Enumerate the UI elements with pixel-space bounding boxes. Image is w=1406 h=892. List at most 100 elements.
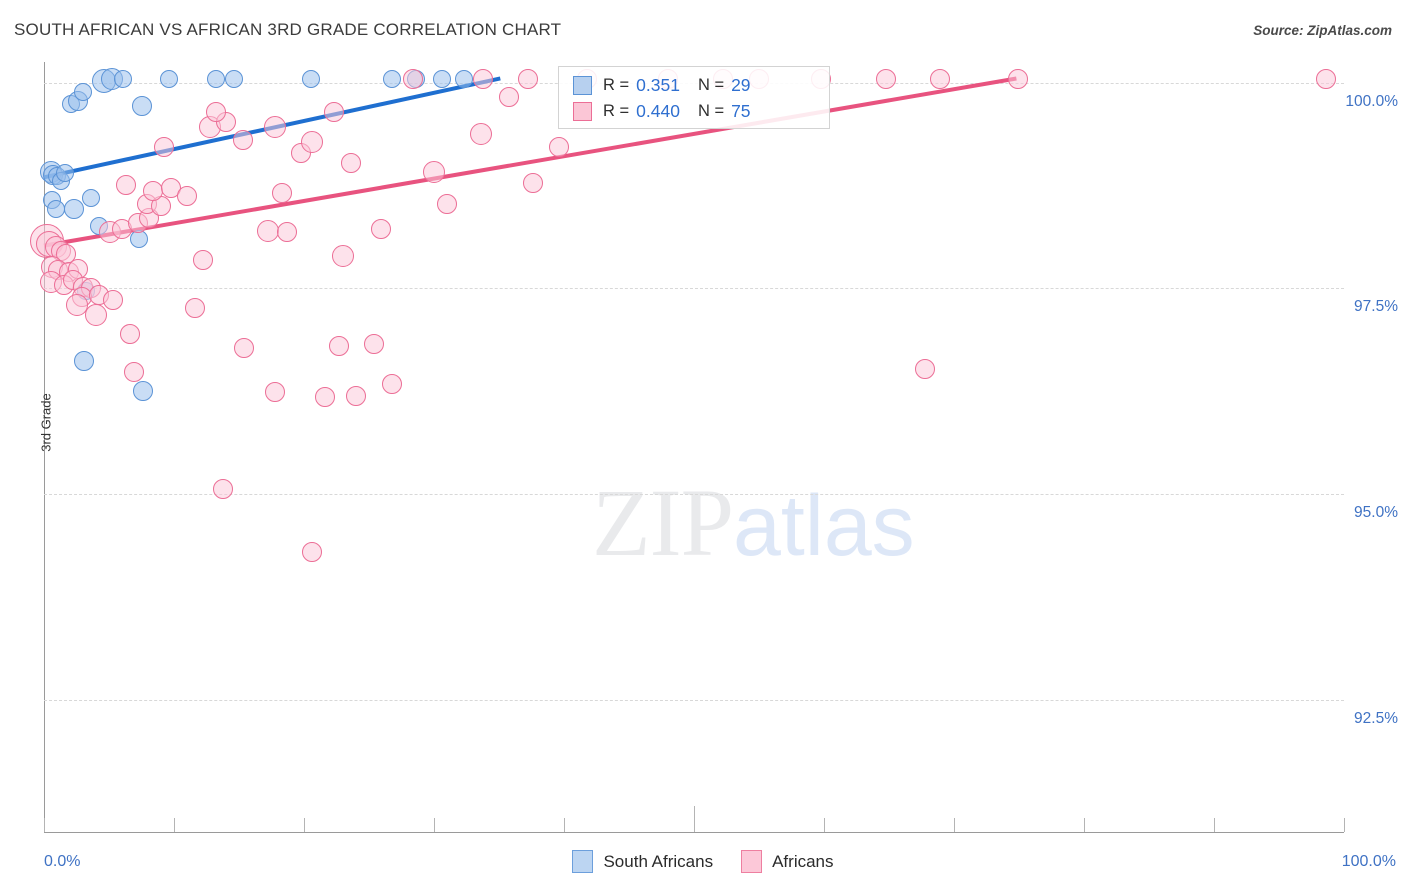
data-point [314,387,335,408]
data-point [224,70,243,89]
data-point [499,87,520,108]
y-axis-label: 92.5% [1354,710,1398,728]
gridline [44,494,1344,496]
data-point [102,290,123,310]
data-point [432,70,451,89]
data-point [454,70,473,89]
legend-swatch-south-africans-icon [572,850,594,873]
x-axis-tick [1214,818,1215,832]
data-point [55,164,74,183]
series-legend: South Africans Africans [0,850,1406,873]
data-point [234,337,255,358]
data-point [184,298,205,319]
data-point [423,160,445,183]
legend-item-south-africans[interactable]: South Africans [572,850,713,873]
data-point [177,186,197,207]
legend-label-africans: Africans [772,851,834,871]
data-point [232,130,253,151]
data-point [85,303,107,326]
x-axis-line [44,832,1344,833]
data-point [265,382,286,403]
swatch-south-africans-icon [573,75,592,95]
x-axis-tick [1344,818,1345,832]
stats-row-south-africans: R = 0.351 N = 29 [573,72,751,98]
data-point [929,69,950,90]
data-point [264,116,287,139]
x-axis-tick [304,818,305,832]
data-point [206,70,225,89]
data-point [65,293,88,316]
data-point [382,374,403,394]
data-point [131,95,152,116]
data-point [271,182,292,203]
data-point [383,70,402,89]
legend-label-south-africans: South Africans [603,851,714,871]
data-point [119,323,140,344]
n-label-blue: N = [697,75,725,94]
legend-swatch-africans-icon [741,850,763,873]
x-axis-tick [174,818,175,832]
plot-area: ZIPatlas [29,62,1344,832]
data-point [46,199,65,218]
data-point [329,336,350,357]
x-axis-max-label: 100.0% [1341,853,1396,870]
data-point [340,153,361,174]
y-axis-label: 95.0% [1354,504,1398,522]
data-point [74,83,92,102]
correlation-stats-box: R = 0.351 N = 29 R = 0.440 N = 75 [558,66,830,129]
y-axis-label: 100.0% [1345,92,1398,110]
data-point [548,136,569,157]
source-attribution: Source: ZipAtlas.com [1253,23,1392,38]
x-axis-tick [44,818,45,832]
data-point [300,130,323,153]
x-axis-tick [694,806,695,832]
x-axis-min-label: 0.0% [44,853,81,870]
y-axis-label: 97.5% [1354,298,1398,316]
data-point [301,70,320,89]
data-point [364,334,385,355]
data-point [473,69,494,90]
x-axis-tick [824,818,825,832]
data-point [256,219,279,242]
data-point [1315,69,1336,90]
data-point [153,136,174,157]
data-point [469,122,492,145]
data-point [915,359,936,380]
trendlines [43,76,1017,248]
data-point [277,222,298,243]
data-point [370,219,391,240]
data-point [301,542,322,562]
trendline-africans [43,76,1017,248]
data-point [876,69,897,90]
n-value-blue: 29 [731,74,751,95]
data-point [1007,69,1028,90]
data-point [437,194,457,215]
data-point [63,199,84,220]
data-point [205,102,226,123]
data-point [132,381,153,402]
r-value-pink: 0.440 [636,100,680,121]
gridline [44,700,1344,702]
x-axis-tick [564,818,565,832]
data-point [123,362,144,383]
r-value-blue: 0.351 [636,74,680,95]
data-point [129,230,148,249]
data-point [323,102,344,123]
data-point [159,70,178,89]
data-point [192,250,213,271]
n-value-pink: 75 [731,100,751,121]
data-point [403,69,424,90]
swatch-africans-icon [573,101,592,121]
data-point [115,174,136,195]
data-point [522,173,543,194]
page-title: SOUTH AFRICAN VS AFRICAN 3RD GRADE CORRE… [14,20,562,39]
r-label-blue: R = [603,75,630,94]
legend-item-africans[interactable]: Africans [741,850,834,873]
data-point [213,479,234,500]
data-point [74,350,95,371]
data-point [114,70,133,89]
x-axis-tick [954,818,955,832]
stats-row-africans: R = 0.440 N = 75 [573,98,751,124]
data-point [517,69,538,90]
data-point [332,244,354,267]
